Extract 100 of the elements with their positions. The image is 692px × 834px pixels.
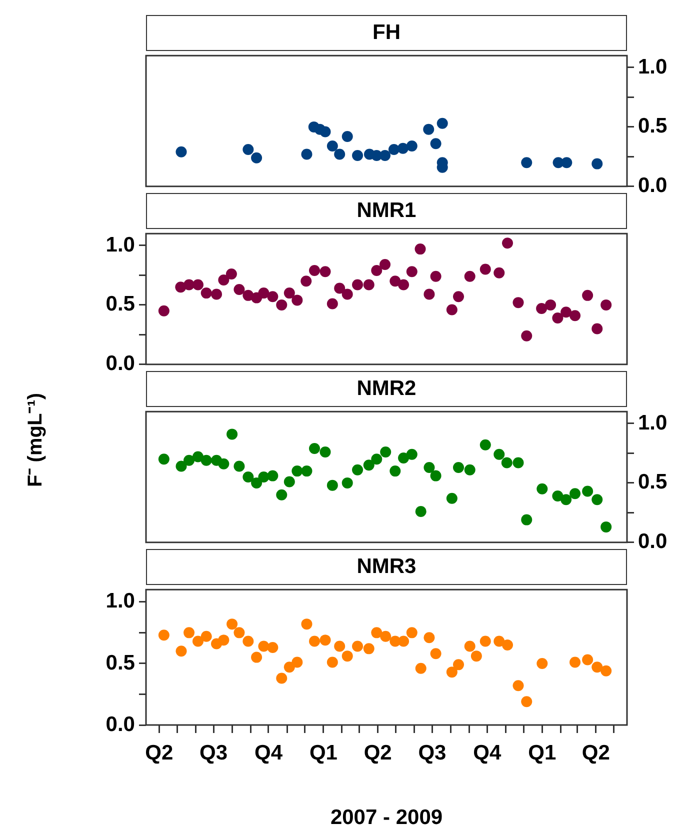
point [521,157,532,168]
point [398,279,410,290]
point [276,489,288,500]
point [342,650,353,662]
point [326,656,338,668]
point [342,130,353,142]
point [234,460,245,472]
point [192,279,204,290]
point [446,304,458,316]
y2-tick-label: 0.0 [638,530,668,554]
point [380,446,392,458]
y-tick-label: 1.0 [106,233,135,256]
point [301,148,312,160]
point [292,656,303,668]
point [309,264,320,276]
point [258,640,270,652]
point [424,632,435,644]
point [464,640,476,652]
point [200,454,212,466]
point [284,476,295,488]
point [276,672,288,684]
point [326,298,338,310]
point [423,124,434,135]
point [592,662,603,673]
point [176,646,187,657]
point [453,659,464,670]
chart-title: FH [146,15,627,51]
point [430,470,442,482]
point [226,428,238,440]
point [242,144,254,156]
point [424,462,435,473]
y-tick-label: 0.5 [106,651,136,674]
point [536,303,548,314]
point [363,643,374,654]
point [502,238,513,249]
point [430,138,442,150]
x-tick-label: Q2 [582,741,610,764]
point [415,662,426,674]
point [342,477,353,488]
point [390,466,401,477]
y2-tick-label: 1.0 [638,411,668,434]
point [158,454,170,465]
point [226,618,238,630]
point [600,521,612,532]
point [326,140,338,152]
point [300,276,312,287]
point [301,466,312,477]
point [480,264,491,275]
point [397,142,408,154]
point [552,312,564,324]
point [292,466,303,477]
point [536,483,548,494]
x-tick-label: Q2 [145,741,174,764]
x-tick-label: Q4 [254,741,283,764]
x-tick-label: Q1 [309,741,338,764]
point [446,492,458,504]
point [320,634,331,646]
point [284,288,295,299]
point [363,460,374,471]
point [560,494,572,506]
point [176,460,187,472]
point [158,630,170,641]
point [494,267,505,278]
point [470,650,482,662]
point [352,279,364,290]
point [242,472,254,482]
point [309,636,320,647]
point [276,299,288,310]
point [200,288,212,299]
point [352,150,364,161]
point [309,442,320,454]
point [234,627,245,638]
point [592,494,603,506]
point [570,310,581,322]
point [192,636,204,647]
point [184,627,195,638]
x-tick-label: Q1 [528,741,556,764]
point [464,464,476,476]
point [334,640,346,652]
point [284,662,295,673]
point [398,636,410,647]
y-tick-label: 0.0 [106,352,135,376]
chart-title: NMR3 [146,549,627,585]
y2-tick-label: 0.0 [638,174,668,198]
point [570,656,581,668]
point [371,454,382,465]
point [218,458,230,470]
y2-tick-label: 0.5 [638,470,668,494]
point [446,666,458,678]
point [512,457,524,468]
point [251,652,262,663]
point [184,279,195,290]
point [552,490,564,502]
point [320,266,331,278]
point [251,152,262,164]
point [406,140,418,152]
point [192,451,204,462]
point [158,305,170,316]
point [352,640,364,652]
y-tick-label: 0.5 [106,292,136,316]
